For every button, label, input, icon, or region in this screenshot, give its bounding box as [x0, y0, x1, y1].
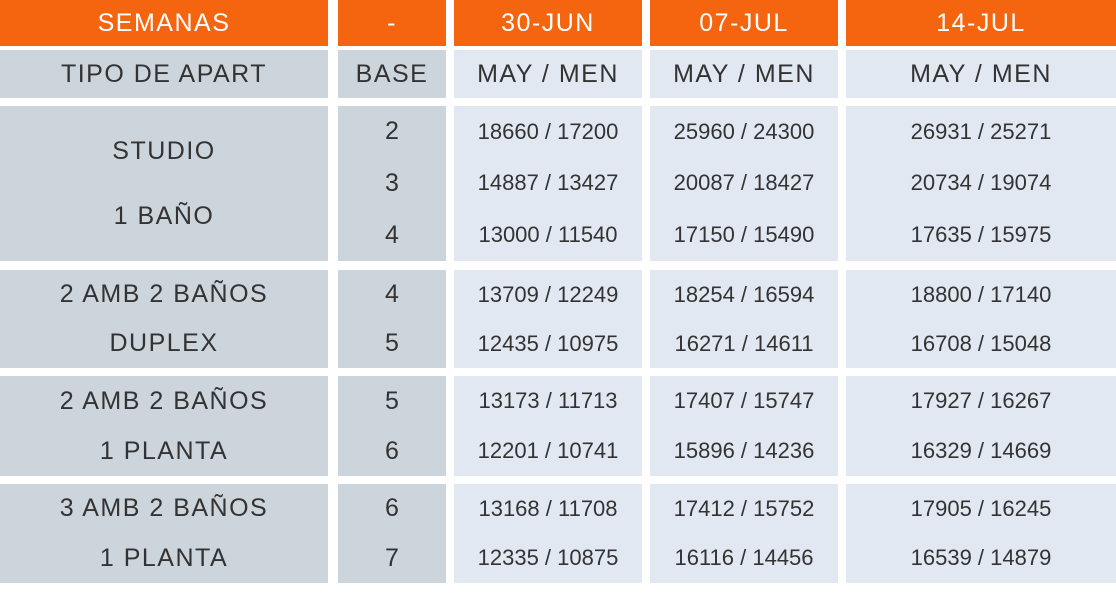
- apartment-type-label: 1 PLANTA: [99, 436, 229, 465]
- base-value: 2: [385, 117, 399, 146]
- price-cell: 17407 / 15747 15896 / 14236: [650, 376, 838, 476]
- base-value: 6: [385, 494, 399, 523]
- subheader-cell: MAY / MEN: [650, 50, 838, 98]
- apartment-type-label: STUDIO: [112, 136, 216, 165]
- price-cell: 18660 / 17200 14887 / 13427 13000 / 11540: [454, 106, 642, 261]
- price-cell: 18800 / 17140 16708 / 15048: [846, 270, 1116, 368]
- apartment-type-cell: STUDIO 1 BAÑO: [0, 106, 328, 261]
- subheader-cell: MAY / MEN: [454, 50, 642, 98]
- apartment-type-label: 2 AMB 2 BAÑOS: [59, 280, 269, 308]
- header-label: 14-JUL: [936, 8, 1026, 37]
- price-value: 17407 / 15747: [673, 388, 815, 413]
- price-cell: 18254 / 16594 16271 / 14611: [650, 270, 838, 368]
- price-value: 12201 / 10741: [477, 438, 619, 463]
- price-cell: 17927 / 16267 16329 / 14669: [846, 376, 1116, 476]
- apartment-type-cell: 2 AMB 2 BAÑOS 1 PLANTA: [0, 376, 328, 476]
- header-cell: 07-JUL: [650, 0, 838, 46]
- header-label: -: [387, 8, 397, 37]
- base-cell: 2 3 4: [338, 106, 446, 261]
- price-value: 20734 / 19074: [910, 170, 1052, 196]
- subheader-cell: TIPO DE APART: [0, 50, 328, 98]
- header-cell: SEMANAS: [0, 0, 328, 46]
- base-value: 5: [385, 386, 399, 415]
- price-cell: 26931 / 25271 20734 / 19074 17635 / 15975: [846, 106, 1116, 261]
- base-value: 3: [385, 168, 399, 197]
- price-value: 26931 / 25271: [910, 118, 1052, 144]
- price-value: 15896 / 14236: [673, 438, 815, 463]
- subheader-cell: MAY / MEN: [846, 50, 1116, 98]
- price-value: 17927 / 16267: [910, 388, 1052, 413]
- price-value: 25960 / 24300: [673, 118, 815, 144]
- apartment-type-cell: 2 AMB 2 BAÑOS DUPLEX: [0, 270, 328, 368]
- apartment-type-cell: 3 AMB 2 BAÑOS 1 PLANTA: [0, 484, 328, 583]
- header-cell: 30-JUN: [454, 0, 642, 46]
- apartment-type-label: 2 AMB 2 BAÑOS: [59, 386, 269, 415]
- price-cell: 17905 / 16245 16539 / 14879: [846, 484, 1116, 583]
- header-label: SEMANAS: [97, 8, 231, 37]
- base-value: 7: [385, 543, 399, 572]
- price-value: 17635 / 15975: [910, 222, 1052, 248]
- price-value: 17412 / 15752: [673, 495, 815, 521]
- price-value: 16271 / 14611: [674, 330, 814, 356]
- subheader-cell: BASE: [338, 50, 446, 98]
- price-value: 18660 / 17200: [477, 118, 619, 144]
- price-cell: 17412 / 15752 16116 / 14456: [650, 484, 838, 583]
- price-value: 20087 / 18427: [673, 170, 815, 196]
- base-value: 6: [385, 436, 399, 465]
- subheader-label: TIPO DE APART: [60, 59, 268, 88]
- header-label: 30-JUN: [501, 8, 595, 37]
- price-value: 13709 / 12249: [477, 281, 619, 307]
- price-cell: 13709 / 12249 12435 / 10975: [454, 270, 642, 368]
- price-value: 16708 / 15048: [910, 330, 1052, 356]
- price-value: 17905 / 16245: [910, 495, 1052, 521]
- price-value: 18800 / 17140: [910, 281, 1052, 307]
- apartment-type-label: DUPLEX: [109, 329, 219, 357]
- subheader-label: BASE: [355, 59, 429, 88]
- price-cell: 13173 / 11713 12201 / 10741: [454, 376, 642, 476]
- price-cell: 13168 / 11708 12335 / 10875: [454, 484, 642, 583]
- price-value: 17150 / 15490: [673, 222, 815, 248]
- header-cell: 14-JUL: [846, 0, 1116, 46]
- price-value: 13173 / 11713: [478, 388, 618, 413]
- base-value: 4: [385, 220, 399, 249]
- price-value: 18254 / 16594: [673, 281, 815, 307]
- price-value: 16329 / 14669: [910, 438, 1052, 463]
- price-value: 14887 / 13427: [477, 170, 619, 196]
- apartment-type-label: 3 AMB 2 BAÑOS: [59, 494, 269, 523]
- apartment-type-label: 1 PLANTA: [99, 543, 229, 572]
- base-value: 5: [385, 329, 399, 357]
- price-cell: 25960 / 24300 20087 / 18427 17150 / 15490: [650, 106, 838, 261]
- price-value: 13168 / 11708: [478, 495, 618, 521]
- apartment-type-label: 1 BAÑO: [113, 201, 215, 230]
- price-value: 12435 / 10975: [477, 330, 619, 356]
- price-value: 16539 / 14879: [910, 545, 1052, 571]
- header-label: 07-JUL: [699, 8, 789, 37]
- subheader-label: MAY / MEN: [673, 59, 815, 88]
- base-value: 4: [385, 280, 399, 308]
- header-cell: -: [338, 0, 446, 46]
- subheader-label: MAY / MEN: [910, 59, 1052, 88]
- price-value: 12335 / 10875: [477, 545, 619, 571]
- subheader-label: MAY / MEN: [477, 59, 619, 88]
- price-value: 16116 / 14456: [674, 545, 814, 571]
- price-value: 13000 / 11540: [478, 222, 618, 248]
